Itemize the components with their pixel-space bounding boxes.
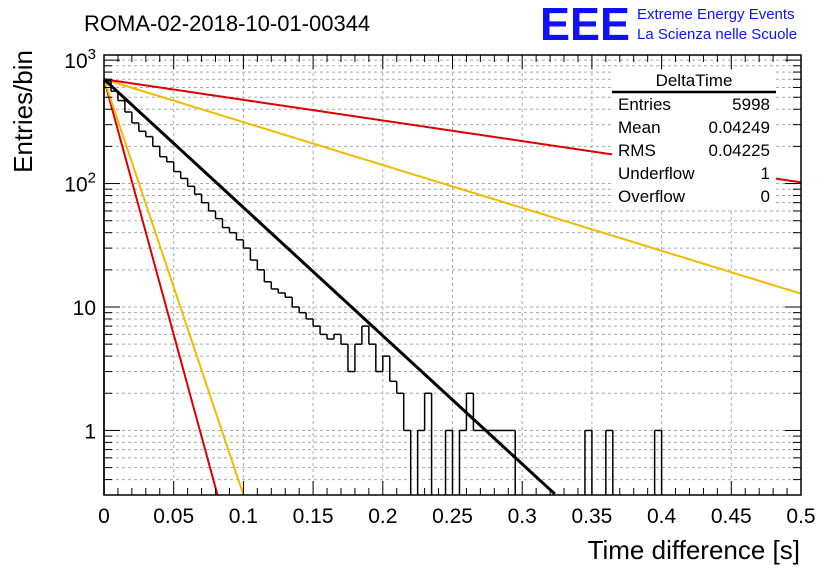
x-tick-label: 0.1 — [229, 505, 258, 528]
x-tick-label: 0.25 — [432, 505, 473, 528]
chart-title: ROMA-02-2018-10-01-00344 — [84, 11, 370, 36]
y-axis-title: Entries/bin — [8, 50, 38, 173]
x-tick-label: 0.3 — [508, 505, 537, 528]
eee-logo-line2: La Scienza nelle Scuole — [637, 26, 797, 43]
stats-value-underflow: 1 — [761, 164, 770, 183]
axis-ticks — [103, 55, 802, 496]
red-envelope-curve — [103, 78, 219, 496]
x-tick-label: 0.05 — [153, 505, 194, 528]
stats-label-overflow: Overflow — [618, 187, 686, 206]
eee-logo-mark: EEE — [540, 0, 630, 50]
y-tick-label: 103 — [64, 46, 96, 73]
stats-label-rms: RMS — [618, 141, 656, 160]
x-axis-title: Time difference [s] — [588, 535, 800, 565]
stats-value-rms: 0.04225 — [709, 141, 770, 160]
exponential-fit-line — [102, 78, 556, 496]
x-tick-label: 0.4 — [647, 505, 677, 528]
stats-label-entries: Entries — [618, 95, 671, 114]
yellow-envelope-curve — [103, 78, 245, 496]
eee-logo: EEE Extreme Energy Events La Scienza nel… — [540, 0, 797, 50]
x-tick-label: 0 — [98, 505, 110, 528]
x-tick-label: 0.5 — [786, 505, 815, 528]
stats-box-title: DeltaTime — [656, 71, 733, 90]
stats-value-overflow: 0 — [761, 187, 770, 206]
y-tick-label: 1 — [84, 420, 96, 443]
fit-line — [102, 78, 556, 496]
x-tick-label: 0.15 — [293, 505, 334, 528]
stats-box-background — [612, 70, 776, 210]
eee-logo-line1: Extreme Energy Events — [637, 6, 795, 23]
x-tick-label: 0.45 — [711, 505, 752, 528]
stats-value-entries: 5998 — [732, 95, 770, 114]
tick-labels: 0 0.05 0.1 0.15 0.2 0.25 0.3 0.35 0.4 0.45 0.51101… — [64, 46, 815, 528]
x-tick-label: 0.2 — [368, 505, 397, 528]
x-tick-label: 0.35 — [571, 505, 612, 528]
stats-box: DeltaTime Entries 5998 Mean 0.04249 RMS … — [612, 70, 776, 210]
stats-value-mean: 0.04249 — [709, 118, 770, 137]
stats-label-underflow: Underflow — [618, 164, 695, 183]
y-tick-label: 10 — [73, 297, 96, 320]
y-tick-label: 102 — [64, 170, 96, 197]
stats-label-mean: Mean — [618, 118, 661, 137]
yellow-envelope-curve — [103, 78, 802, 295]
